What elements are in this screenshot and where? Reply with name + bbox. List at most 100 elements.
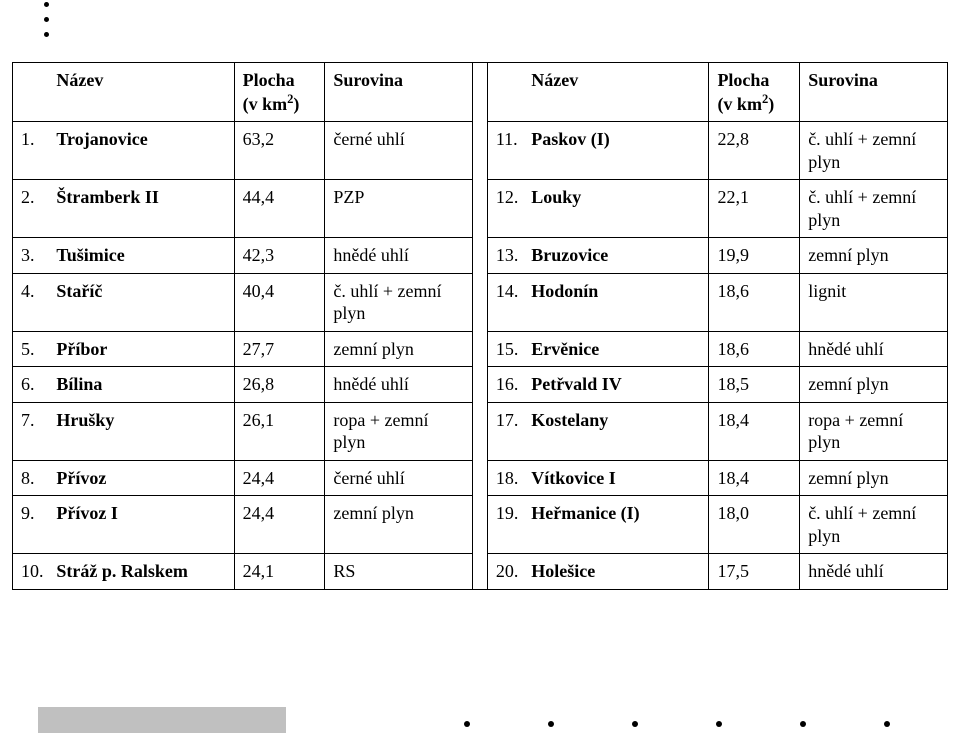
row-name: Přívoz: [48, 460, 234, 496]
row-number: 19.: [487, 496, 523, 554]
row-number: 12.: [487, 180, 523, 238]
row-raw: černé uhlí: [325, 460, 473, 496]
row-spacer: [473, 180, 488, 238]
row-number: 18.: [487, 460, 523, 496]
header-area-label: Plocha: [717, 70, 769, 90]
header-area-right: Plocha (v km2): [709, 63, 800, 122]
row-number: 9.: [13, 496, 49, 554]
data-table-wrap: Název Plocha (v km2) Surovina Název Ploc…: [12, 62, 948, 590]
row-area: 22,8: [709, 122, 800, 180]
header-blank-right: [487, 63, 523, 122]
bullet-dot: [548, 721, 554, 727]
row-area: 27,7: [234, 331, 325, 367]
row-name: Štramberk II: [48, 180, 234, 238]
row-area: 44,4: [234, 180, 325, 238]
row-spacer: [473, 402, 488, 460]
row-name: Tušimice: [48, 238, 234, 274]
row-name: Stráž p. Ralskem: [48, 554, 234, 590]
table-row: 1.Trojanovice63,2černé uhlí11.Paskov (I)…: [13, 122, 948, 180]
row-number: 3.: [13, 238, 49, 274]
gray-box: [38, 707, 286, 733]
header-spacer: [473, 63, 488, 122]
row-area: 18,5: [709, 367, 800, 403]
row-area: 24,1: [234, 554, 325, 590]
row-raw: zemní plyn: [800, 238, 948, 274]
row-area: 63,2: [234, 122, 325, 180]
row-number: 15.: [487, 331, 523, 367]
row-raw: zemní plyn: [325, 496, 473, 554]
table-row: 3.Tušimice42,3hnědé uhlí 13.Bruzovice19,9…: [13, 238, 948, 274]
row-area: 26,1: [234, 402, 325, 460]
row-name: Kostelany: [523, 402, 709, 460]
bullet-dot: [464, 721, 470, 727]
row-raw: lignit: [800, 273, 948, 331]
row-spacer: [473, 331, 488, 367]
row-name: Trojanovice: [48, 122, 234, 180]
row-spacer: [473, 460, 488, 496]
row-name: Hodonín: [523, 273, 709, 331]
row-raw: hnědé uhlí: [800, 554, 948, 590]
row-raw: černé uhlí: [325, 122, 473, 180]
row-number: 20.: [487, 554, 523, 590]
bullet-dot: [716, 721, 722, 727]
row-raw: č. uhlí + zemní plyn: [800, 122, 948, 180]
row-area: 18,4: [709, 460, 800, 496]
row-name: Ervěnice: [523, 331, 709, 367]
row-raw: zemní plyn: [800, 367, 948, 403]
row-number: 4.: [13, 273, 49, 331]
row-number: 16.: [487, 367, 523, 403]
row-raw: hnědé uhlí: [325, 367, 473, 403]
bullet-dot: [44, 32, 49, 37]
row-raw: hnědé uhlí: [325, 238, 473, 274]
bullet-list: [44, 2, 49, 47]
bullet-dot: [800, 721, 806, 727]
row-name: Louky: [523, 180, 709, 238]
row-number: 6.: [13, 367, 49, 403]
header-area-left: Plocha (v km2): [234, 63, 325, 122]
row-spacer: [473, 367, 488, 403]
row-name: Bruzovice: [523, 238, 709, 274]
row-raw: ropa + zemní plyn: [800, 402, 948, 460]
row-name: Staříč: [48, 273, 234, 331]
row-raw: zemní plyn: [800, 460, 948, 496]
table-header-row: Název Plocha (v km2) Surovina Název Ploc…: [13, 63, 948, 122]
header-blank-left: [13, 63, 49, 122]
row-number: 14.: [487, 273, 523, 331]
row-raw: č. uhlí + zemní plyn: [800, 180, 948, 238]
header-area-label: Plocha: [243, 70, 295, 90]
row-raw: RS: [325, 554, 473, 590]
table-row: 6.Bílina26,8hnědé uhlí 16.Petřvald IV18,5…: [13, 367, 948, 403]
data-table: Název Plocha (v km2) Surovina Název Ploc…: [12, 62, 948, 590]
header-name-left: Název: [48, 63, 234, 122]
row-number: 1.: [13, 122, 49, 180]
row-name: Heřmanice (I): [523, 496, 709, 554]
row-spacer: [473, 122, 488, 180]
row-area: 18,6: [709, 331, 800, 367]
row-name: Petřvald IV: [523, 367, 709, 403]
row-number: 13.: [487, 238, 523, 274]
row-spacer: [473, 238, 488, 274]
row-area: 19,9: [709, 238, 800, 274]
row-name: Bílina: [48, 367, 234, 403]
row-number: 7.: [13, 402, 49, 460]
row-number: 5.: [13, 331, 49, 367]
header-raw-left: Surovina: [325, 63, 473, 122]
bullet-dot: [44, 2, 49, 7]
row-area: 18,0: [709, 496, 800, 554]
bullet-dot: [632, 721, 638, 727]
row-area: 40,4: [234, 273, 325, 331]
row-spacer: [473, 554, 488, 590]
header-area-unit: (v km2): [243, 94, 300, 114]
row-number: 2.: [13, 180, 49, 238]
row-area: 42,3: [234, 238, 325, 274]
table-row: 10.Stráž p. Ralskem24,1RS20.Holešice17,5…: [13, 554, 948, 590]
row-area: 26,8: [234, 367, 325, 403]
bottom-dots: [464, 721, 890, 727]
row-number: 17.: [487, 402, 523, 460]
row-number: 8.: [13, 460, 49, 496]
row-area: 22,1: [709, 180, 800, 238]
row-number: 11.: [487, 122, 523, 180]
row-raw: zemní plyn: [325, 331, 473, 367]
row-raw: hnědé uhlí: [800, 331, 948, 367]
header-name-right: Název: [523, 63, 709, 122]
